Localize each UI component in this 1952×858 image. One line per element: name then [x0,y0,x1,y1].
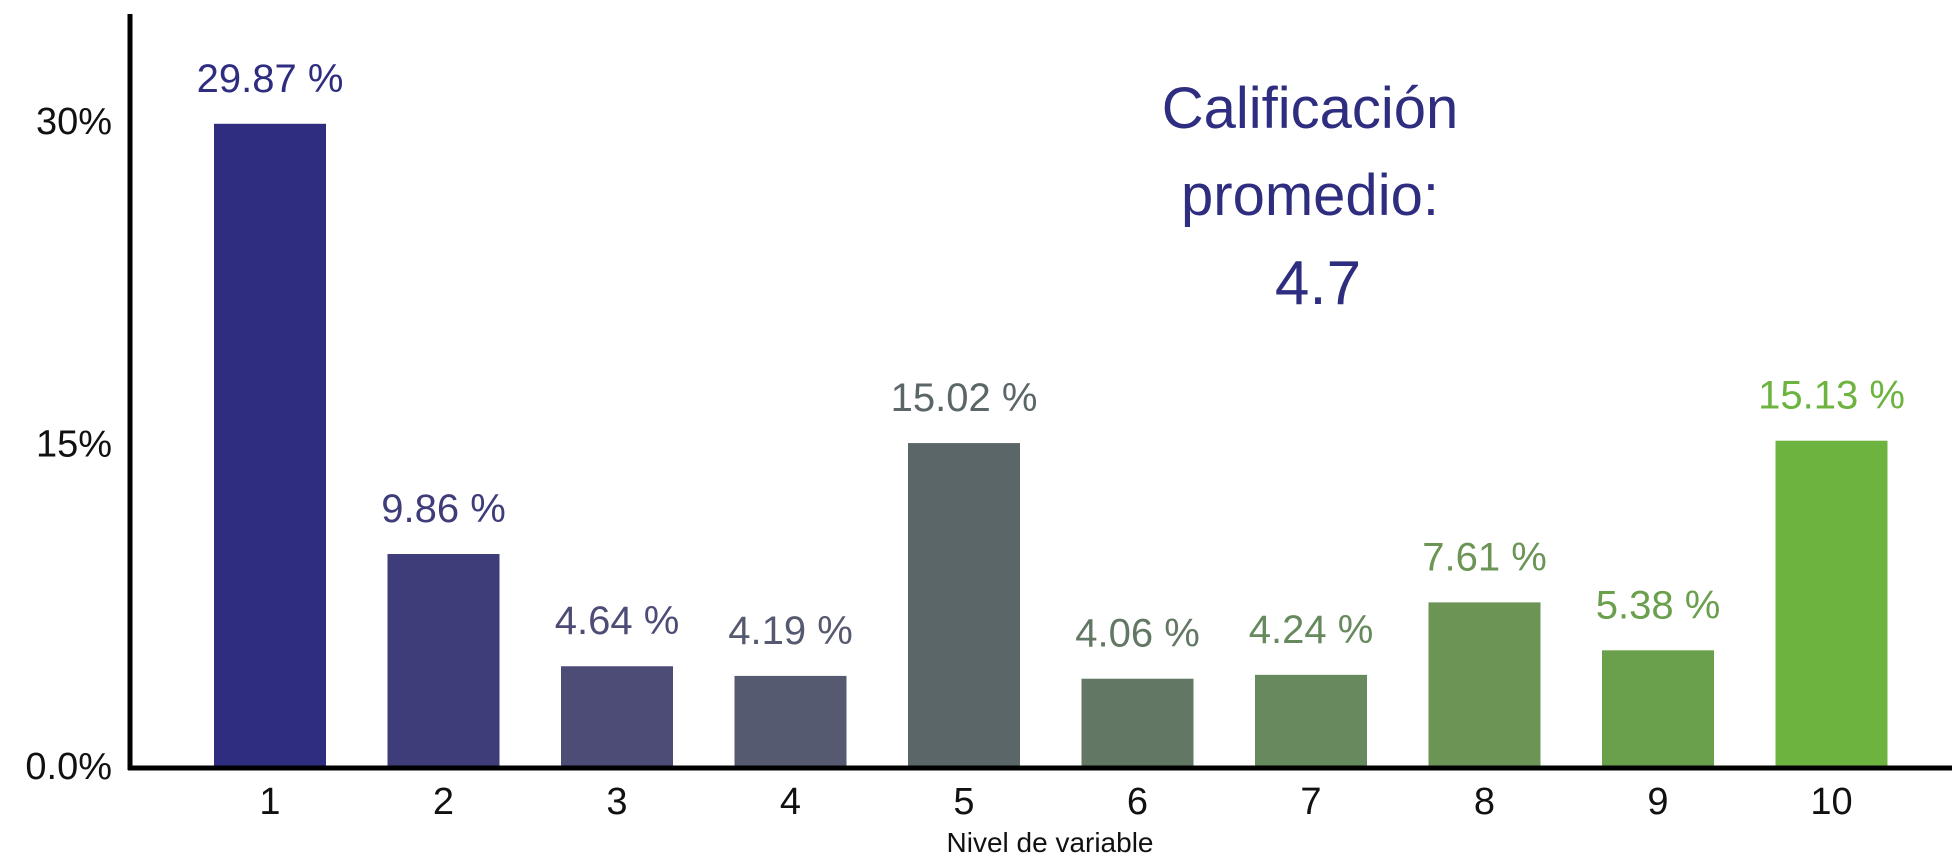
x-tick-label-1: 1 [259,781,280,823]
bar-2 [387,554,500,766]
bar-4 [734,675,847,766]
x-tick-label-5: 5 [953,781,974,823]
bar-value-label-10: 15.13 % [1758,374,1905,418]
annotation-value: 4.7 [1275,249,1361,318]
x-tick-label-4: 4 [780,781,801,823]
x-tick-labels-group: 1 2 3 4 5 6 7 8 9 10 [259,781,1852,823]
y-tick-label-15: 15% [36,424,112,466]
bar-8 [1428,602,1541,766]
x-tick-label-3: 3 [606,781,627,823]
bar-value-label-1: 29.87 % [197,57,344,101]
x-tick-label-9: 9 [1647,781,1668,823]
bar-value-label-5: 15.02 % [891,376,1038,420]
bar-5 [908,443,1020,766]
bar-value-label-8: 7.61 % [1422,535,1547,579]
bar-3 [561,666,673,766]
x-tick-label-7: 7 [1300,781,1321,823]
bar-value-label-4: 4.19 % [728,609,853,653]
y-tick-label-30: 30% [36,101,112,143]
value-labels-group: 29.87 % 9.86 % 4.64 % 4.19 % 15.02 % 4.06 % 4.… [197,57,1905,656]
x-tick-label-2: 2 [433,781,454,823]
y-tick-labels-group: 0.0% 15% 30% [25,101,112,788]
bar-value-label-7: 4.24 % [1249,608,1374,652]
bar-10 [1775,440,1888,766]
bar-value-label-9: 5.38 % [1596,583,1721,627]
y-tick-label-0: 0.0% [25,746,112,788]
bar-1 [214,123,326,767]
bar-value-label-3: 4.64 % [555,599,680,643]
x-tick-label-10: 10 [1810,781,1852,823]
x-tick-label-8: 8 [1474,781,1495,823]
bar-6 [1081,678,1194,766]
bar-value-label-6: 4.06 % [1075,612,1200,656]
bars-group [214,123,1888,767]
x-tick-label-6: 6 [1127,781,1148,823]
bar-7 [1255,674,1367,766]
annotation-line-1: Calificación [1162,76,1459,141]
average-rating-annotation: Calificación promedio: 4.7 [1162,76,1459,318]
bar-value-label-2: 9.86 % [381,487,506,531]
bar-9 [1602,650,1714,766]
x-axis-label: Nivel de variable [947,827,1154,858]
annotation-line-2: promedio: [1181,163,1439,228]
